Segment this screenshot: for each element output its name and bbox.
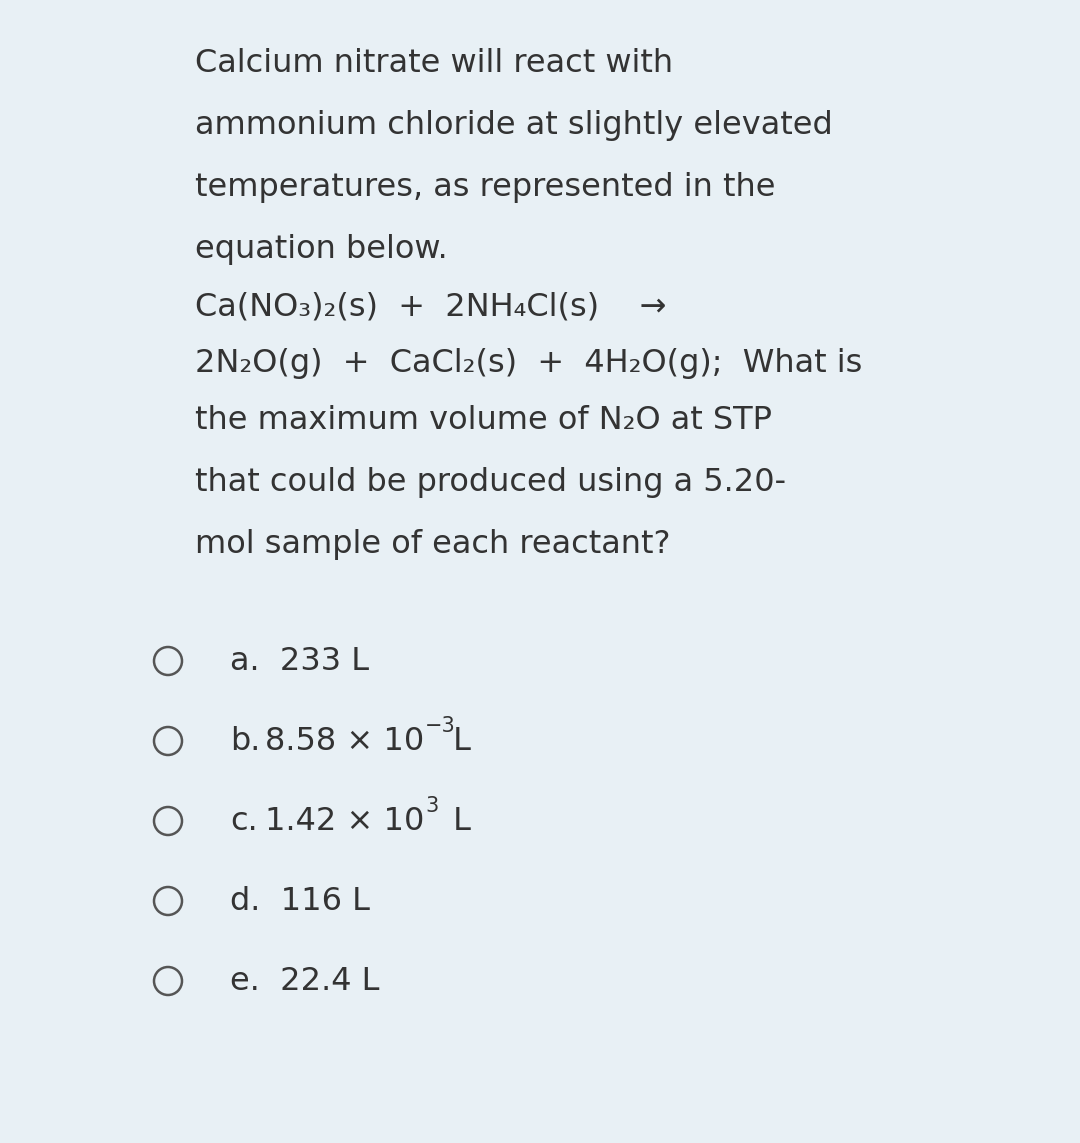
Text: that could be produced using a 5.20-: that could be produced using a 5.20- (195, 467, 786, 498)
Text: temperatures, as represented in the: temperatures, as represented in the (195, 171, 775, 203)
Text: c.: c. (230, 806, 258, 837)
Text: a.  233 L: a. 233 L (230, 646, 369, 677)
Text: d.  116 L: d. 116 L (230, 886, 369, 917)
Text: 2N₂O(g)  +  CaCl₂(s)  +  4H₂O(g);  What is: 2N₂O(g) + CaCl₂(s) + 4H₂O(g); What is (195, 347, 862, 379)
Text: L: L (443, 726, 471, 757)
Text: Calcium nitrate will react with: Calcium nitrate will react with (195, 48, 673, 79)
Text: e.  22.4 L: e. 22.4 L (230, 966, 379, 997)
Text: ammonium chloride at slightly elevated: ammonium chloride at slightly elevated (195, 110, 833, 141)
Text: 1.42 × 10: 1.42 × 10 (265, 806, 424, 837)
Text: mol sample of each reactant?: mol sample of each reactant? (195, 529, 671, 560)
Text: equation below.: equation below. (195, 234, 448, 265)
Text: the maximum volume of N₂O at STP: the maximum volume of N₂O at STP (195, 405, 772, 435)
Text: b.: b. (230, 726, 260, 757)
Text: L: L (444, 806, 471, 837)
Text: 3: 3 (426, 796, 438, 816)
Text: 8.58 × 10: 8.58 × 10 (265, 726, 424, 757)
Text: Ca(NO₃)₂(s)  +  2NH₄Cl(s)    →: Ca(NO₃)₂(s) + 2NH₄Cl(s) → (195, 291, 666, 322)
Text: −3: −3 (426, 716, 456, 736)
